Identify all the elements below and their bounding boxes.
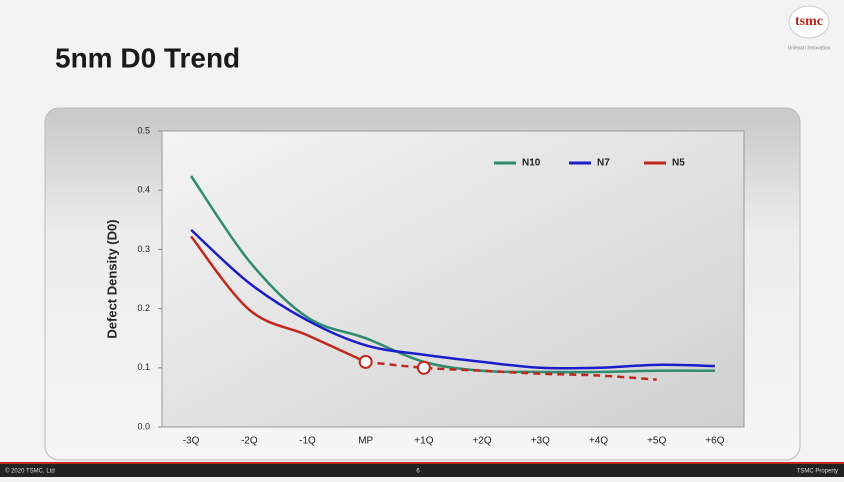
y-axis-label: Defect Density (D0): [104, 219, 119, 338]
logo-emblem: [788, 5, 830, 39]
y-tick-label: 0.4: [137, 185, 150, 195]
y-tick-label: 0.5: [137, 125, 150, 135]
point-marker: [416, 360, 431, 375]
x-tick-label: -1Q: [299, 436, 316, 447]
line-series: [190, 228, 715, 370]
y-tick-label: 0.0: [137, 421, 150, 431]
x-tick-label: +6Q: [705, 436, 724, 447]
plot-area: [161, 130, 745, 428]
footer-rule: [0, 462, 844, 464]
x-tick-label: +5Q: [647, 436, 666, 447]
line-series: [190, 175, 715, 374]
page-number: 6: [416, 469, 420, 475]
slide-title: 5nm D0 Trend: [55, 42, 240, 73]
x-tick-label: +4Q: [589, 436, 608, 447]
logo: tsmc: [795, 14, 823, 29]
point-marker: [358, 354, 373, 369]
footer-bar: [0, 464, 844, 477]
x-tick-label: +2Q: [473, 436, 492, 447]
x-tick-label: -2Q: [241, 436, 258, 447]
line-series: [190, 235, 367, 364]
x-tick-label: +1Q: [414, 436, 433, 447]
x-tick-label: MP: [358, 436, 373, 447]
y-tick-label: 0.3: [137, 244, 150, 254]
legend-label: N5: [672, 158, 685, 169]
tagline: Unleash Innovation: [788, 45, 831, 51]
footer-left: © 2020 TSMC, Ltd: [5, 468, 55, 475]
y-tick-label: 0.2: [137, 303, 150, 313]
x-tick-label: +3Q: [531, 436, 550, 447]
y-tick-label: 0.1: [137, 362, 150, 372]
footer-right: TSMC Property: [797, 469, 838, 475]
legend-label: N10: [522, 158, 541, 169]
legend-label: N7: [597, 158, 610, 169]
x-tick-label: -3Q: [183, 436, 200, 447]
